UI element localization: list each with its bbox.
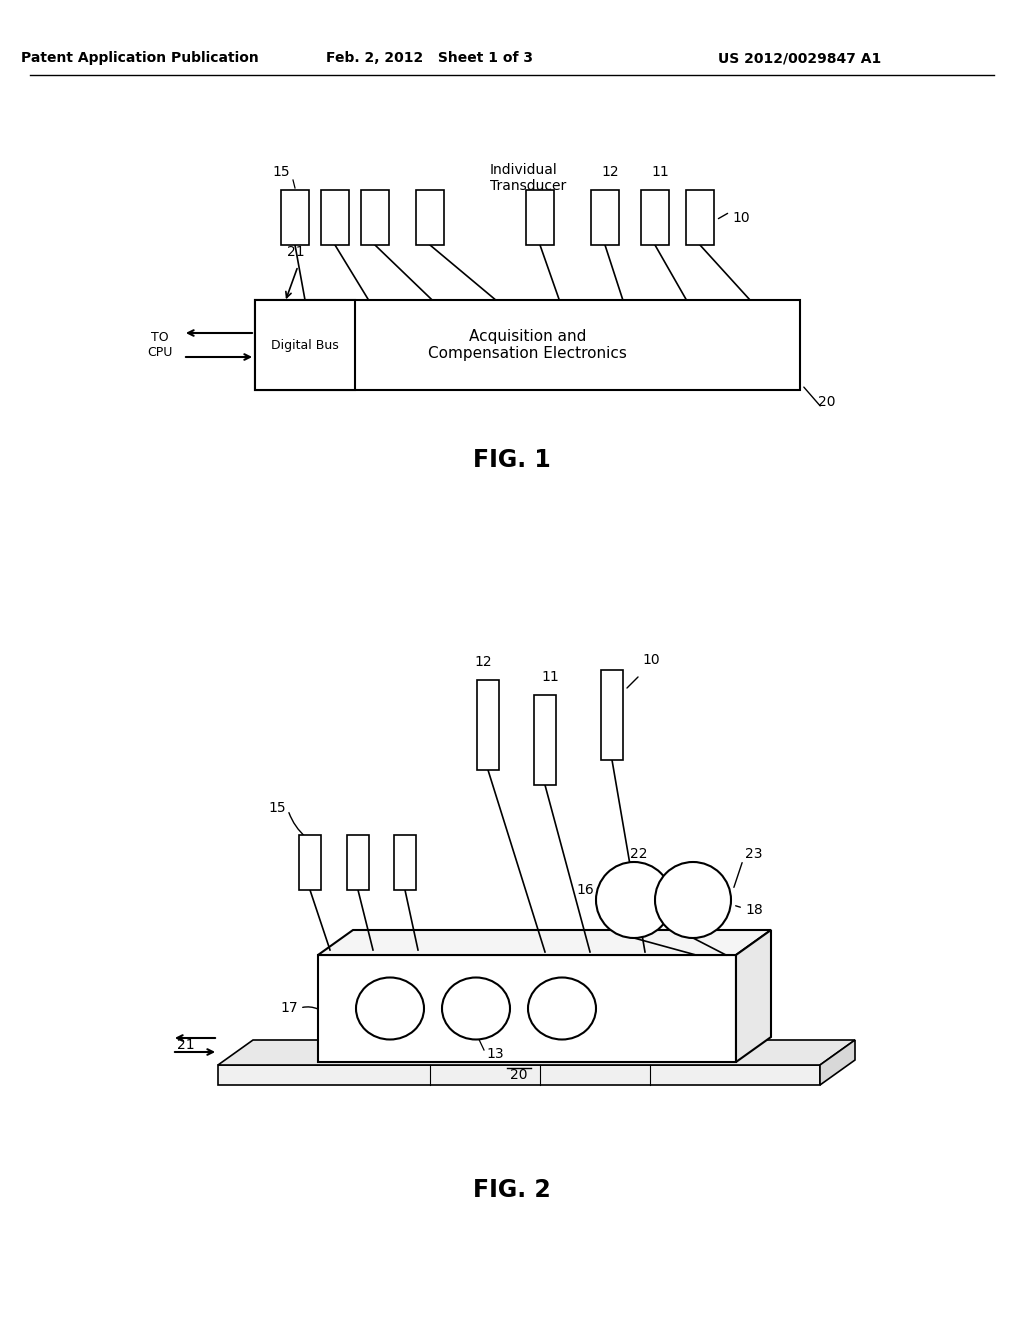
Text: 15: 15 [268,801,286,814]
Bar [321,190,349,246]
Text: 20: 20 [818,395,836,409]
Ellipse shape [655,862,731,939]
Text: 12: 12 [601,165,618,180]
Text: 17: 17 [281,1001,298,1015]
Text: 11: 11 [541,671,559,684]
Text: Individual
Transducer: Individual Transducer [490,162,566,193]
Bar [686,190,714,246]
Text: 21: 21 [287,246,305,259]
Text: 14: 14 [481,928,499,942]
Ellipse shape [528,978,596,1040]
Bar [255,300,355,389]
Bar [218,1065,820,1085]
Bar [318,954,736,1063]
Text: FIG. 1: FIG. 1 [473,447,551,473]
Text: Feb. 2, 2012   Sheet 1 of 3: Feb. 2, 2012 Sheet 1 of 3 [327,51,534,65]
Text: 10: 10 [732,211,750,224]
Bar [477,680,499,770]
Bar [361,190,389,246]
Text: 18: 18 [745,903,763,917]
Bar [281,190,309,246]
Ellipse shape [442,978,510,1040]
Polygon shape [318,931,771,954]
Text: US 2012/0029847 A1: US 2012/0029847 A1 [719,51,882,65]
Bar [394,836,416,890]
Ellipse shape [356,978,424,1040]
Text: FIG. 2: FIG. 2 [473,1177,551,1203]
Bar [591,190,618,246]
Bar [534,696,556,785]
Polygon shape [736,931,771,1063]
Text: 16: 16 [577,883,594,898]
Ellipse shape [596,862,672,939]
Text: 11: 11 [651,165,669,180]
Text: 23: 23 [745,847,763,861]
Text: 22: 22 [630,847,648,861]
Bar [255,300,800,389]
Bar [299,836,321,890]
Text: 20: 20 [510,1068,527,1082]
Text: Patent Application Publication: Patent Application Publication [22,51,259,65]
Text: 21: 21 [177,1038,195,1052]
Bar [526,190,554,246]
Text: 10: 10 [642,653,659,667]
Polygon shape [218,1040,855,1065]
Text: Digital Bus: Digital Bus [271,338,339,351]
Text: 15: 15 [272,165,290,180]
Text: TO
CPU: TO CPU [147,331,173,359]
Bar [641,190,669,246]
Text: Acquisition and
Compensation Electronics: Acquisition and Compensation Electronics [428,329,627,362]
Bar [416,190,444,246]
Text: 13: 13 [486,1047,504,1061]
Bar [347,836,369,890]
Text: 12: 12 [474,655,492,669]
Polygon shape [820,1040,855,1085]
Bar [601,671,623,760]
